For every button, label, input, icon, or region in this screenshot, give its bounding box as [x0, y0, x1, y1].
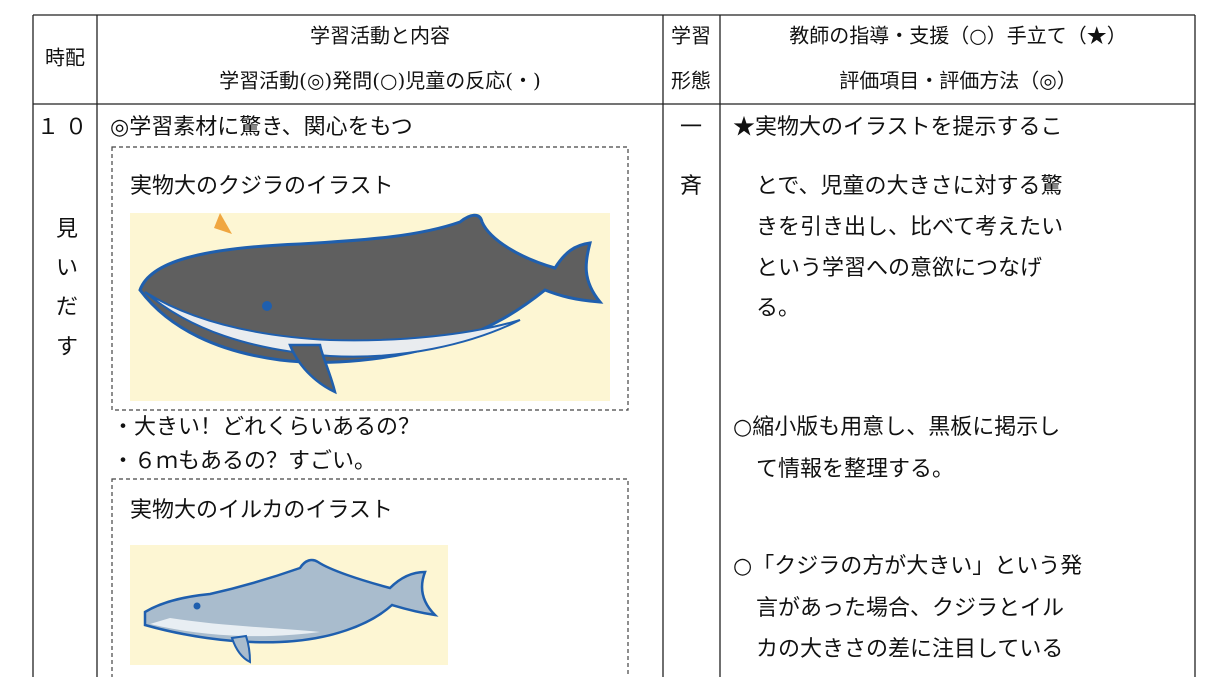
- header-teacher: 評価項目・評価方法（◎）: [839, 69, 1076, 93]
- stage-char: だ: [56, 295, 78, 320]
- header-activity: 学習活動と内容: [310, 24, 450, 48]
- header-form: 学習: [671, 24, 711, 48]
- teacher-line: る。: [756, 296, 800, 321]
- reaction: ・大きい！どれくらいあるの？: [112, 415, 420, 440]
- dolphin-box-label: 実物大のイルカのイラスト: [130, 498, 393, 523]
- dolphin-illustration: [130, 545, 448, 665]
- teacher-line: 言があった場合、クジラとイル: [756, 596, 1064, 621]
- teacher-notes: ★実物大のイラストを提示することで、児童の大きさに対する驚きを引き出し、比べて考…: [733, 115, 1082, 662]
- header-time: 時配: [45, 46, 85, 70]
- table-grid: [32, 14, 1196, 677]
- time: １０: [37, 115, 93, 140]
- activity-heading: ◎学習素材に驚き、関心をもつ: [110, 115, 413, 140]
- teacher-line: という学習への意欲につなげ: [756, 256, 1042, 281]
- teacher-line: とで、児童の大きさに対する驚: [756, 174, 1062, 199]
- whale-box-label: 実物大のクジラのイラスト: [130, 174, 394, 199]
- stage-char: す: [56, 335, 78, 360]
- header-form: 形態: [671, 69, 711, 93]
- dolphin-box: [111, 478, 629, 677]
- teacher-line: ○「クジラの方が大きい」という発: [733, 554, 1082, 579]
- teacher-line: カの大きさの差に注目している: [756, 637, 1063, 662]
- whale-illustration: [130, 213, 610, 401]
- header-activity: 学習活動(◎)発問(○)児童の反応(・): [219, 69, 541, 93]
- reaction: ・６ｍもあるの？すごい。: [112, 449, 376, 474]
- stage-char: い: [56, 256, 78, 281]
- teacher-line: て情報を整理する。: [756, 457, 954, 482]
- form-char: 一: [680, 115, 702, 140]
- form-char: 斉: [680, 174, 702, 199]
- whale-box: [111, 146, 629, 411]
- teacher-line: ○縮小版も用意し、黒板に掲示し: [733, 415, 1060, 440]
- header-teacher: 教師の指導・支援（○）手立て（★）: [789, 24, 1126, 48]
- teacher-line: ★実物大のイラストを提示するこ: [733, 115, 1063, 140]
- stage-char: 見: [56, 217, 78, 242]
- teacher-line: きを引き出し、比べて考えたい: [756, 215, 1063, 240]
